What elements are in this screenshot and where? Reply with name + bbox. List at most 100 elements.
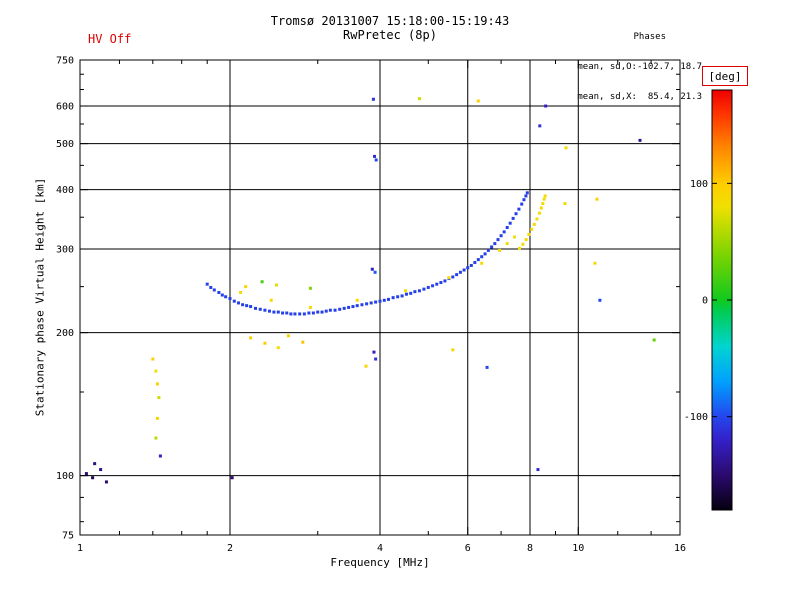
x-tick-label: 2 [227, 543, 233, 554]
data-point [267, 309, 271, 313]
data-point [595, 197, 599, 201]
data-point [458, 270, 462, 274]
data-point [409, 291, 413, 295]
data-point [435, 282, 439, 286]
data-point [307, 311, 311, 315]
data-point [308, 286, 312, 290]
y-tick-label: 600 [56, 102, 74, 113]
x-tick-label: 1 [77, 543, 83, 554]
data-point [543, 194, 547, 198]
data-point [232, 299, 236, 303]
data-point [469, 263, 473, 267]
data-point [151, 357, 155, 361]
data-point [228, 297, 232, 301]
data-point [532, 222, 536, 226]
data-point [220, 293, 224, 297]
data-point [374, 158, 378, 162]
data-point [324, 309, 328, 313]
data-point [154, 436, 158, 440]
data-point [520, 202, 524, 206]
x-tick-label: 4 [377, 543, 383, 554]
data-point [205, 282, 209, 286]
data-point [426, 285, 430, 289]
data-point [369, 301, 373, 305]
phases-stats-block: Phases mean, sd,O:-102.7, 18.7 mean, sd,… [577, 12, 702, 122]
data-point [276, 346, 280, 350]
data-point [301, 340, 305, 344]
data-point [104, 480, 108, 484]
data-point [522, 198, 526, 202]
data-point [447, 276, 451, 280]
data-point [281, 311, 285, 315]
data-point [328, 308, 332, 312]
data-point [308, 305, 312, 309]
data-point [480, 261, 484, 265]
y-tick-label: 200 [56, 328, 74, 339]
data-point [372, 350, 376, 354]
data-point [245, 304, 249, 308]
data-point [508, 221, 512, 225]
data-point [462, 268, 466, 272]
data-point [652, 338, 656, 342]
data-point [286, 334, 290, 338]
data-point [355, 304, 359, 308]
data-point [422, 287, 426, 291]
data-point [513, 235, 517, 239]
data-point [535, 217, 539, 221]
data-point [253, 306, 257, 310]
data-point [263, 308, 267, 312]
data-point [91, 476, 95, 480]
data-point [524, 238, 528, 242]
data-point [276, 310, 280, 314]
data-point [502, 230, 506, 234]
y-tick-label: 500 [56, 139, 74, 150]
data-point [483, 252, 487, 256]
data-point [490, 245, 494, 249]
data-point [451, 275, 455, 279]
y-tick-label: 100 [56, 471, 74, 482]
data-point [538, 124, 542, 128]
data-point [538, 211, 542, 215]
data-point [451, 348, 455, 352]
data-point [342, 306, 346, 310]
data-point [417, 97, 421, 101]
data-point [417, 289, 421, 293]
data-point [396, 295, 400, 299]
data-point [563, 202, 567, 206]
data-point [338, 307, 342, 311]
data-point [244, 285, 248, 289]
data-point [298, 312, 302, 316]
data-point [505, 225, 509, 229]
data-point [99, 468, 103, 472]
data-point [373, 154, 377, 158]
phases-x-stats: mean, sd,X: 85.4, 21.3 [577, 92, 702, 102]
data-point [224, 295, 228, 299]
data-point [541, 202, 545, 206]
data-point [524, 194, 528, 198]
colorbar-units-box: [deg] [702, 66, 748, 86]
data-point [249, 305, 253, 309]
x-tick-label: 10 [572, 543, 584, 554]
data-point [209, 285, 213, 289]
data-point [514, 212, 518, 216]
data-point [212, 288, 216, 292]
data-point [443, 279, 447, 283]
data-point [374, 357, 378, 361]
x-axis-label: Frequency [MHz] [330, 556, 430, 569]
colorbar-tick-label: 100 [690, 179, 708, 190]
data-point [476, 99, 480, 103]
data-point [289, 312, 293, 316]
data-point [154, 369, 158, 373]
data-point [564, 146, 568, 150]
y-tick-label: 75 [62, 531, 74, 542]
data-point [527, 232, 531, 236]
data-point [158, 454, 162, 458]
data-point [347, 305, 351, 309]
hv-off-indicator: HV Off [88, 32, 132, 46]
data-point [84, 472, 88, 476]
y-tick-label: 400 [56, 185, 74, 196]
data-point [542, 197, 546, 201]
data-point [269, 298, 273, 302]
